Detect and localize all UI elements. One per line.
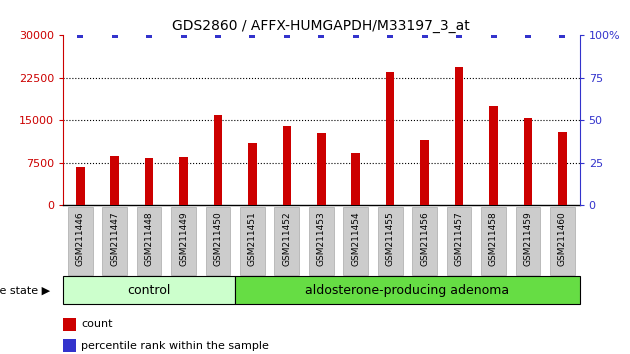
Bar bbox=[282, 126, 291, 205]
Bar bbox=[110, 156, 119, 205]
Bar bbox=[489, 106, 498, 205]
Point bbox=[144, 33, 154, 38]
FancyBboxPatch shape bbox=[378, 207, 403, 275]
Point bbox=[351, 33, 361, 38]
Bar bbox=[179, 157, 188, 205]
Text: GSM211454: GSM211454 bbox=[352, 211, 360, 266]
Bar bbox=[386, 72, 394, 205]
Text: GSM211460: GSM211460 bbox=[558, 211, 567, 266]
Point bbox=[385, 33, 395, 38]
Text: GSM211453: GSM211453 bbox=[317, 211, 326, 266]
Text: GSM211456: GSM211456 bbox=[420, 211, 429, 266]
Point bbox=[454, 33, 464, 38]
Point bbox=[178, 33, 188, 38]
Text: GSM211455: GSM211455 bbox=[386, 211, 394, 266]
Point bbox=[110, 33, 120, 38]
Text: GSM211459: GSM211459 bbox=[524, 211, 532, 266]
FancyBboxPatch shape bbox=[68, 207, 93, 275]
Bar bbox=[63, 318, 76, 331]
Point bbox=[248, 33, 258, 38]
FancyBboxPatch shape bbox=[309, 207, 334, 275]
Text: GSM211458: GSM211458 bbox=[489, 211, 498, 266]
FancyBboxPatch shape bbox=[550, 207, 575, 275]
Point bbox=[75, 33, 85, 38]
Bar bbox=[455, 67, 464, 205]
Text: GSM211449: GSM211449 bbox=[179, 211, 188, 266]
FancyBboxPatch shape bbox=[63, 276, 235, 304]
Text: GSM211450: GSM211450 bbox=[214, 211, 222, 266]
Point bbox=[282, 33, 292, 38]
Bar bbox=[524, 118, 532, 205]
Text: count: count bbox=[81, 319, 113, 329]
Bar bbox=[248, 143, 256, 205]
FancyBboxPatch shape bbox=[515, 207, 541, 275]
Bar bbox=[317, 133, 326, 205]
Point bbox=[420, 33, 430, 38]
Point bbox=[523, 33, 533, 38]
Point bbox=[213, 33, 223, 38]
Text: GSM211446: GSM211446 bbox=[76, 211, 84, 266]
FancyBboxPatch shape bbox=[205, 207, 231, 275]
Text: GSM211448: GSM211448 bbox=[145, 211, 154, 266]
FancyBboxPatch shape bbox=[275, 207, 299, 275]
FancyBboxPatch shape bbox=[343, 207, 368, 275]
FancyBboxPatch shape bbox=[235, 276, 580, 304]
Point bbox=[558, 33, 568, 38]
Text: disease state ▶: disease state ▶ bbox=[0, 285, 50, 295]
Text: GSM211452: GSM211452 bbox=[282, 211, 291, 266]
Point bbox=[488, 33, 498, 38]
FancyBboxPatch shape bbox=[240, 207, 265, 275]
Text: aldosterone-producing adenoma: aldosterone-producing adenoma bbox=[306, 284, 510, 297]
Text: GSM211451: GSM211451 bbox=[248, 211, 257, 266]
Point bbox=[316, 33, 326, 38]
Text: control: control bbox=[127, 284, 171, 297]
Bar bbox=[214, 115, 222, 205]
FancyBboxPatch shape bbox=[447, 207, 471, 275]
Text: percentile rank within the sample: percentile rank within the sample bbox=[81, 341, 269, 350]
FancyBboxPatch shape bbox=[171, 207, 196, 275]
FancyBboxPatch shape bbox=[412, 207, 437, 275]
Bar bbox=[558, 132, 567, 205]
Text: GSM211457: GSM211457 bbox=[455, 211, 464, 266]
FancyBboxPatch shape bbox=[102, 207, 127, 275]
Title: GDS2860 / AFFX-HUMGAPDH/M33197_3_at: GDS2860 / AFFX-HUMGAPDH/M33197_3_at bbox=[173, 19, 470, 33]
Bar bbox=[63, 339, 76, 352]
FancyBboxPatch shape bbox=[481, 207, 506, 275]
Bar bbox=[145, 158, 153, 205]
Bar bbox=[76, 167, 84, 205]
Bar bbox=[352, 153, 360, 205]
Text: GSM211447: GSM211447 bbox=[110, 211, 119, 266]
FancyBboxPatch shape bbox=[137, 207, 161, 275]
Bar bbox=[420, 140, 429, 205]
